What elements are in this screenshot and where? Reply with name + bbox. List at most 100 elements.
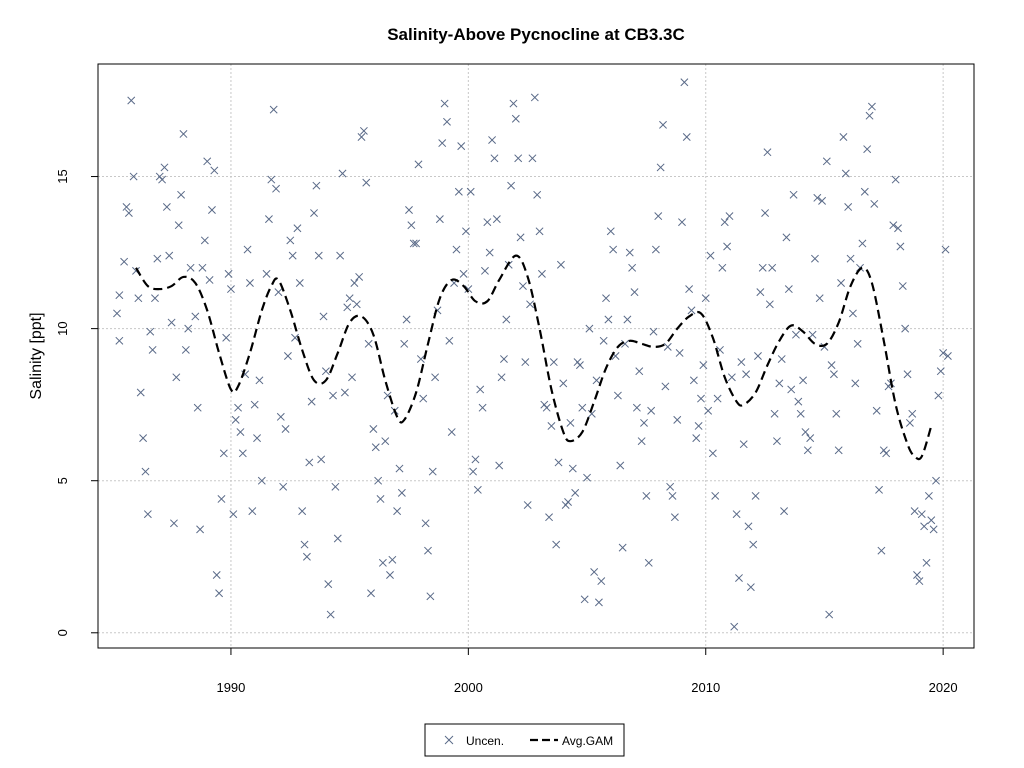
data-point [200,236,209,245]
data-point [618,543,627,552]
data-point [699,361,708,370]
data-point [685,285,694,294]
data-point [198,263,207,272]
data-point [329,391,337,400]
data-point [675,349,684,357]
legend-uncen-marker [444,735,454,745]
data-point [877,546,886,555]
data-point [723,242,732,251]
data-point [575,361,584,370]
data-point [312,181,321,190]
data-point [381,437,390,446]
data-point [212,571,221,579]
legend-uncen-label: Uncen. [466,734,504,748]
data-point [668,491,677,500]
data-point [898,282,907,290]
data-point [283,352,292,360]
data-point [388,555,397,564]
data-point [222,333,231,342]
data-point [526,300,535,309]
data-point [281,425,290,433]
data-point [941,245,950,254]
data-point [571,488,580,497]
data-point [583,473,591,482]
grid [98,64,974,648]
data-point [568,464,577,473]
data-point [644,558,653,567]
data-point [713,394,722,403]
data-point [490,154,499,163]
data-point [165,251,174,260]
data-point [704,406,713,415]
data-point [516,233,525,242]
data-point [542,403,551,412]
data-point [860,187,869,196]
data-point [744,522,753,531]
data-point [511,114,520,123]
data-point [357,133,366,141]
data-point [438,139,447,148]
data-point [742,370,751,379]
data-point [386,571,394,579]
data-point [139,434,148,443]
data-point [853,339,862,348]
data-point [369,425,378,433]
data-point [727,373,736,382]
data-point [523,501,532,509]
data-point [939,349,948,357]
data-point [514,154,523,163]
data-point [537,269,546,278]
data-point [120,257,129,266]
data-point [756,288,765,297]
data-point [457,142,466,151]
data-point [495,461,504,470]
data-point [889,221,898,230]
data-point [613,391,622,400]
data-point [566,418,575,427]
data-point [481,266,489,275]
data-point [609,245,618,254]
data-point [787,385,796,394]
data-point [174,221,183,230]
data-point [848,309,857,318]
data-point [129,172,138,181]
data-point [492,215,501,224]
data-point [521,358,530,367]
data-point [815,294,824,303]
data-point [863,145,872,154]
data-point [497,373,506,382]
data-point [810,254,819,263]
data-point [697,394,705,403]
data-point [834,446,843,455]
y-tick-label: 10 [55,321,70,335]
data-point [621,339,629,348]
data-point [473,485,482,494]
data-point [435,215,444,224]
data-point [181,345,190,354]
data-point [597,577,606,586]
data-point [915,577,924,586]
data-point [782,233,791,242]
data-point [416,355,425,363]
data-point [336,251,345,260]
data-point [419,394,428,403]
data-point [832,409,841,418]
data-point [637,437,646,446]
data-point [405,206,413,214]
data-point [768,263,777,272]
data-point [777,355,786,363]
data-point [554,458,563,467]
data-point [564,498,573,506]
data-point [302,552,311,561]
data-point [882,449,891,458]
legend-box [424,723,625,757]
data-point [115,336,124,345]
data-point [623,315,632,324]
data-point [148,345,157,354]
data-point [654,212,663,221]
data-point [170,519,178,528]
uncen-series [113,78,952,631]
data-point [483,218,492,227]
data-point [407,221,416,230]
data-point [305,458,314,467]
